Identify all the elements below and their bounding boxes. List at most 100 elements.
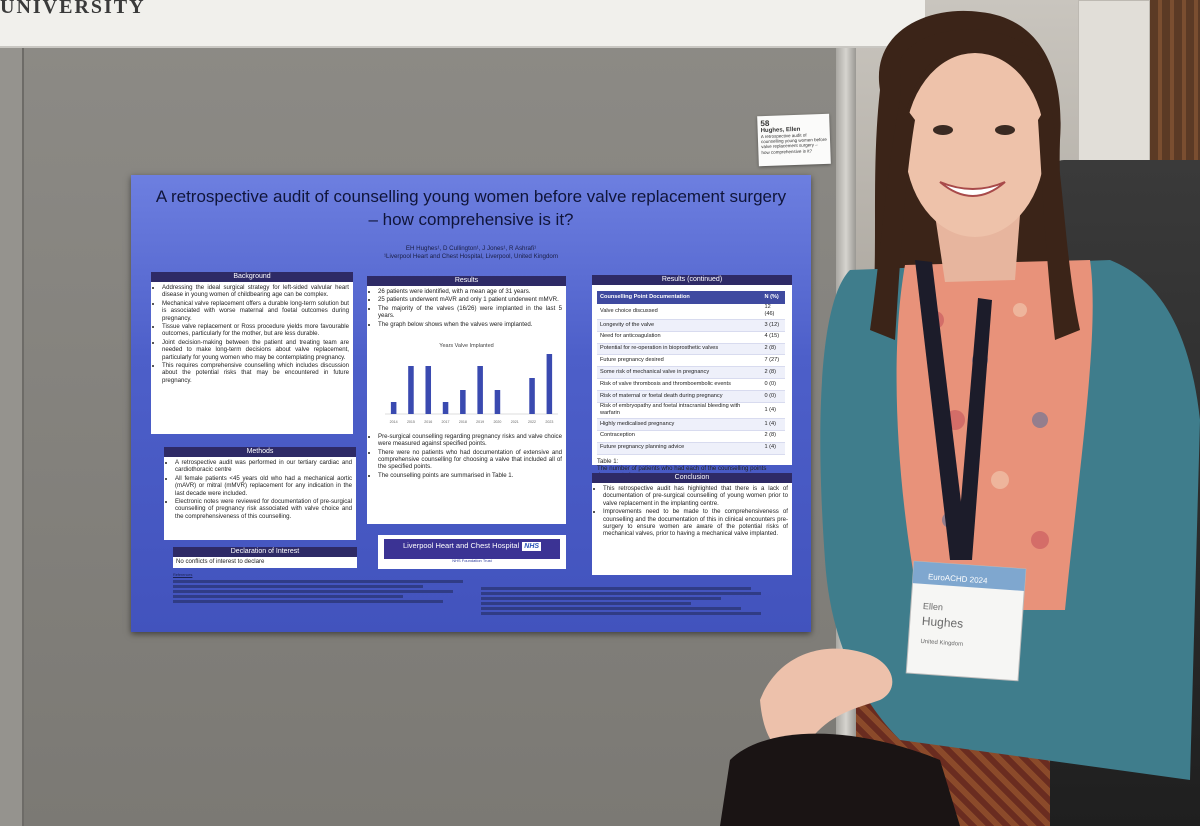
declaration-section: Declaration of Interest No conflicts of … [173, 547, 357, 568]
table-cell-count: 1 (4) [761, 418, 785, 431]
table-cell-count: 2 (8) [761, 430, 785, 443]
table-cell-count: 12 (46) [761, 304, 785, 320]
background-item: Addressing the ideal surgical strategy f… [162, 284, 349, 299]
chart-bar [442, 402, 449, 415]
background-list: Addressing the ideal surgical strategy f… [151, 284, 353, 384]
chart-bar [546, 354, 553, 415]
declaration-text: No conflicts of interest to declare [176, 558, 265, 565]
conclusion-heading: Conclusion [592, 473, 792, 483]
hair-right-strand [1038, 100, 1080, 340]
poster-board-edge [0, 40, 24, 826]
table-cell-count: 3 (12) [761, 319, 785, 332]
chart-bar [425, 366, 432, 415]
hair-left-strand [870, 100, 915, 340]
conclusion-item: This retrospective audit has highlighted… [603, 485, 788, 507]
table-header-row: Counselling Point Documentation N (%) [597, 291, 785, 304]
chart-tick-label: 2023 [545, 420, 553, 424]
background-poster-board [1078, 0, 1150, 172]
results-item: There were no patients who had documenta… [378, 449, 562, 471]
table-header: N (%) [761, 291, 785, 304]
results-continued-section: Results (continued) Counselling Point Do… [592, 275, 792, 479]
table-row: Need for anticoagulation 4 (15) [597, 331, 785, 344]
chart-tick-label: 2014 [390, 420, 398, 424]
table-cell-point: Highly medicalised pregnancy [597, 418, 762, 431]
hands [760, 648, 893, 752]
left-eye [933, 125, 953, 135]
table-cell-count: 2 (8) [761, 366, 785, 380]
chart-title: Years Valve Implanted [439, 343, 494, 350]
methods-item: All female patients <45 years old who ha… [175, 475, 352, 497]
chart-tick-label: 2022 [528, 420, 536, 424]
hair-front [900, 29, 1050, 140]
face [905, 53, 1045, 237]
table-cell-point: Contraception [597, 430, 762, 443]
legs [720, 733, 960, 826]
chart-bar [494, 390, 501, 415]
poster-authors: EH Hughes¹, D Cullington¹, J Jones¹, R A… [131, 245, 811, 261]
poster-title-line-1: A retrospective audit of counselling you… [155, 187, 787, 206]
reference-lines-right [481, 585, 771, 617]
chart-tick-label: 2017 [442, 420, 450, 424]
chart-bar [390, 402, 397, 415]
background-item: Mechanical valve replacement offers a du… [162, 300, 349, 322]
university-logo-text: UNIVERSITY [0, 0, 146, 18]
poster-title: A retrospective audit of counselling you… [131, 185, 811, 231]
methods-item: Electronic notes were reviewed for docum… [175, 498, 352, 520]
table-cell-count: 2 (8) [761, 343, 785, 356]
results-section: Results 26 patients were identified, wit… [367, 276, 566, 524]
results-item: 26 patients were identified, with a mean… [378, 288, 562, 295]
chart-tick-label: 2021 [511, 420, 519, 424]
table-row: Valve choice discussed 12 (46) [597, 304, 785, 320]
references: References [173, 573, 473, 605]
results-heading: Results [367, 276, 566, 286]
chart-tick-label: 2019 [476, 420, 484, 424]
table-cell-point: Valve choice discussed [597, 304, 762, 320]
badge-first-name: Ellen [923, 601, 944, 612]
results-list: 26 patients were identified, with a mean… [367, 288, 566, 328]
table-cell-count: 0 (0) [761, 390, 785, 404]
conclusion-list: This retrospective audit has highlighted… [592, 485, 792, 538]
poster-title-line-2: – how comprehensive is it? [368, 210, 574, 229]
table-cell-point: Future pregnancy desired [597, 354, 762, 368]
background-item: Tissue valve replacement or Ross procedu… [162, 323, 349, 338]
chart-bar [408, 366, 414, 415]
results-continued-heading: Results (continued) [592, 275, 792, 285]
table-cell-point: Future pregnancy planning advice [597, 442, 762, 455]
trust-name: NHS Foundation Trust [452, 558, 492, 563]
table-cell-count: 4 (15) [761, 331, 785, 344]
bookshelf [1150, 0, 1200, 180]
hospital-name: Liverpool Heart and Chest Hospital [402, 541, 520, 550]
declaration-heading: Declaration of Interest [173, 547, 357, 557]
table-cell-count: 1 (4) [761, 402, 785, 419]
hospital-logo: Liverpool Heart and Chest Hospital NHS NH… [378, 535, 566, 569]
results-list-continued: Pre-surgical counselling regarding pregn… [367, 433, 566, 479]
reference-lines-left [173, 580, 473, 603]
hospital-logo-band: Liverpool Heart and Chest Hospital NHS [384, 539, 560, 559]
results-item: The counselling points are summarised in… [378, 472, 562, 479]
background-item: This requires comprehensive counselling … [162, 362, 349, 384]
counselling-table: Counselling Point Documentation N (%) Va… [597, 291, 785, 455]
table-row: Risk of embryopathy and foetal intracran… [597, 402, 785, 419]
table-cell-point: Longevity of the valve [597, 319, 762, 332]
badge-last-name: Hughes [921, 614, 963, 631]
results-item: 25 patients underwent mAVR and only 1 pa… [378, 296, 562, 303]
chart-tick-label: 2015 [407, 420, 415, 424]
chart-bar [529, 378, 535, 415]
methods-section: Methods A retrospective audit was perfor… [164, 447, 356, 540]
table-cell-point: Risk of valve thrombosis and thromboembo… [597, 378, 762, 392]
results-item: The graph below shows when the valves we… [378, 321, 562, 328]
table-cell-point: Some risk of mechanical valve in pregnan… [597, 366, 762, 380]
smile [939, 181, 1006, 197]
chart-bar [477, 366, 483, 415]
table-cell-count: 1 (4) [761, 442, 785, 455]
table-cell-point: Potential for re-operation in bioprosthe… [597, 343, 762, 356]
table-caption-label: Table 1: [597, 457, 619, 465]
table-cell-count: 7 (27) [761, 354, 785, 368]
conclusion-item: Improvements need to be made to the comp… [603, 508, 788, 538]
years-implanted-bar-chart: 2014 2015 2016 2017 2018 2019 2020 2021 2022 2023 [385, 354, 558, 424]
table-header: Counselling Point Documentation [597, 291, 762, 304]
results-item: The majority of the valves (16/26) were … [378, 305, 562, 320]
table-cell-point: Risk of maternal or foetal death during … [597, 390, 762, 404]
table-cell-point: Risk of embryopathy and foetal intracran… [597, 402, 762, 419]
